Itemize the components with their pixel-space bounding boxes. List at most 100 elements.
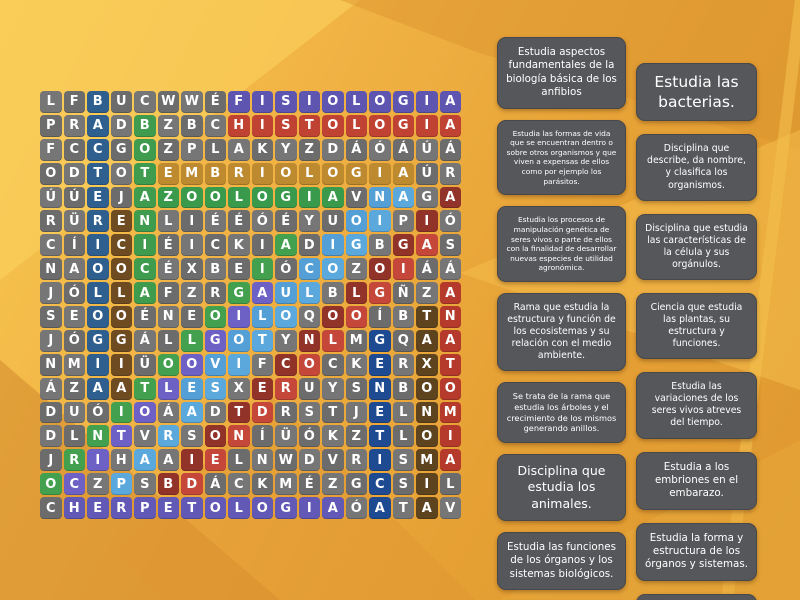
grid-cell[interactable]: N bbox=[439, 306, 461, 328]
grid-cell[interactable]: A bbox=[87, 114, 109, 137]
grid-cell[interactable]: T bbox=[110, 425, 132, 448]
grid-cell[interactable]: J bbox=[40, 282, 62, 304]
grid-cell[interactable]: M bbox=[275, 473, 297, 496]
grid-cell[interactable]: I bbox=[298, 497, 320, 519]
grid-cell[interactable]: N bbox=[134, 210, 156, 233]
grid-cell[interactable]: O bbox=[110, 306, 132, 328]
grid-cell[interactable]: O bbox=[87, 306, 109, 328]
grid-cell[interactable]: O bbox=[181, 186, 203, 209]
grid-cell[interactable]: B bbox=[369, 234, 391, 257]
grid-cell[interactable]: O bbox=[204, 497, 226, 519]
grid-cell[interactable]: A bbox=[392, 162, 414, 185]
grid-cell[interactable]: A bbox=[439, 186, 461, 209]
grid-cell[interactable]: B bbox=[322, 282, 344, 304]
grid-cell[interactable]: Ó bbox=[63, 282, 85, 304]
grid-cell[interactable]: T bbox=[228, 401, 250, 424]
grid-cell[interactable]: Á bbox=[134, 329, 156, 352]
grid-cell[interactable]: O bbox=[322, 162, 344, 185]
grid-cell[interactable]: S bbox=[275, 91, 297, 113]
grid-cell[interactable]: A bbox=[439, 114, 461, 137]
grid-cell[interactable]: Í bbox=[251, 425, 273, 448]
grid-cell[interactable]: U bbox=[275, 282, 297, 304]
grid-cell[interactable]: O bbox=[134, 401, 156, 424]
grid-cell[interactable]: A bbox=[416, 329, 438, 352]
grid-cell[interactable]: O bbox=[157, 353, 179, 376]
grid-cell[interactable]: J bbox=[110, 186, 132, 209]
grid-cell[interactable]: Ó bbox=[251, 210, 273, 233]
grid-cell[interactable]: O bbox=[298, 353, 320, 376]
grid-cell[interactable]: D bbox=[322, 138, 344, 161]
grid-cell[interactable]: Ü bbox=[275, 425, 297, 448]
grid-cell[interactable]: N bbox=[40, 353, 62, 376]
grid-cell[interactable]: E bbox=[181, 306, 203, 328]
grid-cell[interactable]: R bbox=[345, 449, 367, 472]
grid-cell[interactable]: F bbox=[228, 91, 250, 113]
grid-cell[interactable]: L bbox=[40, 91, 62, 113]
grid-cell[interactable]: L bbox=[251, 306, 273, 328]
grid-cell[interactable]: E bbox=[157, 162, 179, 185]
grid-cell[interactable]: E bbox=[228, 258, 250, 281]
grid-cell[interactable]: S bbox=[40, 306, 62, 328]
grid-cell[interactable]: L bbox=[110, 282, 132, 304]
grid-cell[interactable]: K bbox=[345, 353, 367, 376]
grid-cell[interactable]: Z bbox=[345, 258, 367, 281]
grid-cell[interactable]: J bbox=[345, 401, 367, 424]
grid-cell[interactable]: F bbox=[40, 138, 62, 161]
grid-cell[interactable]: T bbox=[322, 401, 344, 424]
grid-cell[interactable]: X bbox=[416, 353, 438, 376]
grid-cell[interactable]: I bbox=[416, 473, 438, 496]
grid-cell[interactable]: V bbox=[322, 449, 344, 472]
grid-cell[interactable]: W bbox=[275, 449, 297, 472]
grid-cell[interactable]: L bbox=[157, 210, 179, 233]
grid-cell[interactable]: Í bbox=[63, 234, 85, 257]
grid-cell[interactable]: R bbox=[63, 114, 85, 137]
grid-cell[interactable]: Ó bbox=[345, 497, 367, 519]
grid-cell[interactable]: K bbox=[322, 425, 344, 448]
grid-cell[interactable]: C bbox=[40, 234, 62, 257]
grid-cell[interactable]: F bbox=[63, 91, 85, 113]
grid-cell[interactable]: W bbox=[157, 91, 179, 113]
grid-cell[interactable]: B bbox=[392, 377, 414, 400]
grid-cell[interactable]: Á bbox=[40, 377, 62, 400]
grid-cell[interactable]: É bbox=[204, 210, 226, 233]
grid-cell[interactable]: A bbox=[439, 282, 461, 304]
grid-cell[interactable]: P bbox=[181, 138, 203, 161]
grid-cell[interactable]: C bbox=[40, 497, 62, 519]
grid-cell[interactable]: A bbox=[134, 449, 156, 472]
grid-cell[interactable]: Ú bbox=[63, 186, 85, 209]
grid-cell[interactable]: A bbox=[228, 138, 250, 161]
grid-cell[interactable]: R bbox=[439, 162, 461, 185]
grid-cell[interactable]: E bbox=[110, 210, 132, 233]
grid-cell[interactable]: A bbox=[322, 497, 344, 519]
grid-cell[interactable]: R bbox=[87, 210, 109, 233]
grid-cell[interactable]: Á bbox=[204, 473, 226, 496]
grid-cell[interactable]: L bbox=[439, 473, 461, 496]
grid-cell[interactable]: G bbox=[392, 234, 414, 257]
grid-cell[interactable]: Z bbox=[157, 138, 179, 161]
grid-cell[interactable]: T bbox=[87, 162, 109, 185]
grid-cell[interactable]: T bbox=[369, 425, 391, 448]
grid-cell[interactable]: I bbox=[110, 353, 132, 376]
grid-cell[interactable]: A bbox=[416, 497, 438, 519]
grid-cell[interactable]: A bbox=[134, 282, 156, 304]
grid-cell[interactable]: I bbox=[87, 234, 109, 257]
grid-cell[interactable]: O bbox=[322, 91, 344, 113]
grid-cell[interactable]: E bbox=[369, 401, 391, 424]
grid-cell[interactable]: I bbox=[251, 91, 273, 113]
grid-cell[interactable]: L bbox=[392, 401, 414, 424]
grid-cell[interactable]: R bbox=[392, 353, 414, 376]
grid-cell[interactable]: G bbox=[392, 91, 414, 113]
grid-cell[interactable]: I bbox=[416, 114, 438, 137]
grid-cell[interactable]: U bbox=[298, 377, 320, 400]
grid-cell[interactable]: I bbox=[298, 186, 320, 209]
grid-cell[interactable]: N bbox=[369, 186, 391, 209]
grid-cell[interactable]: S bbox=[298, 401, 320, 424]
grid-cell[interactable]: L bbox=[87, 282, 109, 304]
grid-cell[interactable]: G bbox=[392, 114, 414, 137]
grid-cell[interactable]: A bbox=[87, 377, 109, 400]
grid-cell[interactable]: Á bbox=[416, 258, 438, 281]
grid-cell[interactable]: D bbox=[251, 401, 273, 424]
grid-cell[interactable]: K bbox=[228, 234, 250, 257]
grid-cell[interactable]: R bbox=[204, 282, 226, 304]
grid-cell[interactable]: O bbox=[416, 425, 438, 448]
